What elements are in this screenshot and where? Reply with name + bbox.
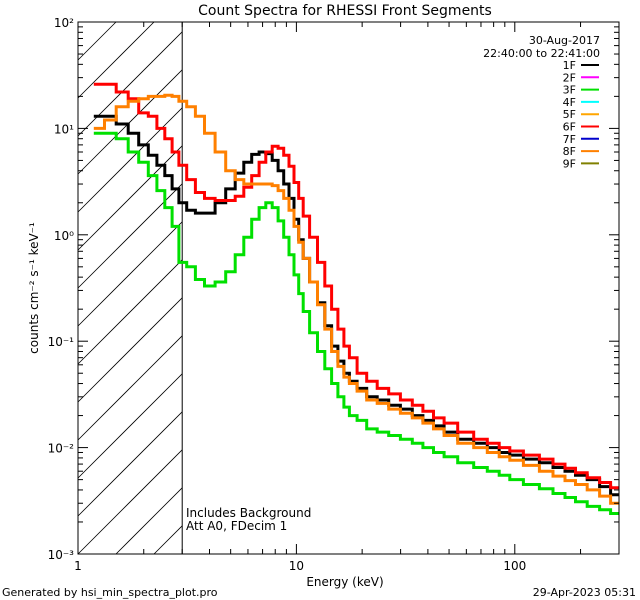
y-axis-label: counts cm⁻² s⁻¹ keV⁻¹ — [27, 222, 41, 354]
legend-label-8F: 8F — [563, 145, 576, 158]
chart-title: Count Spectra for RHESSI Front Segments — [198, 3, 492, 19]
legend-label-9F: 9F — [563, 157, 576, 170]
footer-generated-by: Generated by hsi_min_spectra_plot.pro — [2, 586, 218, 599]
x-tick-label: 10 — [289, 559, 304, 573]
legend-label-7F: 7F — [563, 133, 576, 146]
legend-label-5F: 5F — [563, 108, 576, 121]
legend-label-4F: 4F — [563, 96, 576, 109]
legend-date: 30-Aug-2017 — [529, 34, 600, 47]
series-group — [93, 82, 619, 515]
y-tick-label: 10² — [54, 16, 74, 30]
axis-ticks: 1 10 100 10² 10¹ 10⁰ 10⁻¹ 10⁻² 10⁻³ — [48, 16, 620, 573]
y-tick-label: 10¹ — [54, 122, 74, 136]
y-tick-label: 10⁻³ — [48, 548, 75, 562]
x-axis-label: Energy (keV) — [306, 575, 383, 589]
legend-label-6F: 6F — [563, 121, 576, 134]
legend-label-2F: 2F — [563, 71, 576, 84]
series-line-3F — [93, 131, 619, 515]
hatched-background-region — [77, 21, 183, 555]
annotation-background: Includes Background — [186, 506, 311, 520]
y-tick-label: 10⁻² — [48, 442, 75, 456]
x-tick-label: 100 — [503, 559, 526, 573]
series-line-1F — [93, 114, 619, 497]
y-tick-label: 10⁻¹ — [48, 335, 75, 349]
plot-frame — [77, 21, 620, 555]
series-line-8F — [93, 93, 619, 505]
legend-label-3F: 3F — [563, 84, 576, 97]
footer-timestamp: 29-Apr-2023 05:31 — [533, 586, 636, 599]
y-tick-label: 10⁰ — [54, 229, 74, 243]
series-line-6F — [93, 82, 619, 490]
x-tick-label: 1 — [74, 559, 82, 573]
legend-label-1F: 1F — [563, 59, 576, 72]
legend-time: 22:40:00 to 22:41:00 — [483, 47, 600, 60]
annotation-attenuator: Att A0, FDecim 1 — [186, 519, 287, 533]
